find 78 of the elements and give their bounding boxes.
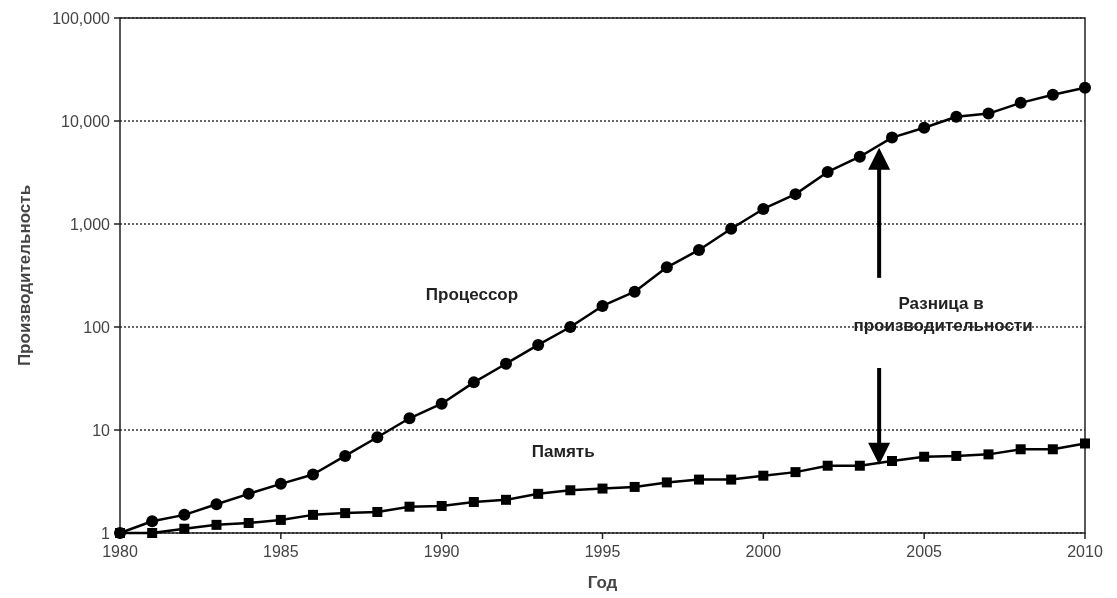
point — [403, 412, 416, 425]
point — [468, 496, 479, 507]
point — [758, 470, 769, 481]
point — [307, 468, 319, 481]
point — [789, 188, 802, 201]
point — [210, 498, 223, 511]
x-tick-label: 2005 — [906, 543, 943, 560]
point — [628, 285, 641, 298]
point — [725, 222, 738, 235]
x-tick-label: 1995 — [584, 543, 621, 560]
point — [501, 494, 511, 505]
point — [983, 449, 994, 460]
point — [951, 450, 962, 461]
point — [821, 165, 834, 178]
point — [564, 321, 577, 333]
point — [822, 460, 833, 471]
point — [436, 500, 447, 511]
point — [629, 481, 640, 492]
point — [853, 150, 866, 163]
point — [982, 107, 995, 120]
point — [243, 518, 254, 529]
point — [950, 110, 963, 123]
point — [919, 451, 930, 462]
annotation: Разница в производительности — [853, 293, 1033, 335]
point — [532, 338, 545, 351]
point — [660, 261, 673, 274]
point — [147, 528, 158, 538]
point — [435, 397, 448, 410]
point — [274, 477, 287, 490]
point — [178, 508, 191, 521]
point — [918, 121, 931, 134]
point — [693, 243, 705, 256]
point — [211, 519, 222, 530]
point — [1046, 88, 1059, 101]
point — [500, 357, 512, 370]
point — [1079, 81, 1091, 94]
point — [467, 376, 480, 389]
point — [565, 485, 576, 496]
y-tick-label: 1,000 — [69, 215, 111, 233]
y-tick-label: 100,000 — [52, 9, 111, 27]
point — [1015, 444, 1026, 455]
point — [275, 514, 286, 525]
point — [1080, 438, 1090, 449]
point — [694, 474, 704, 485]
point — [790, 467, 801, 478]
y-axis-title: Производительность — [15, 184, 34, 367]
series-label: Память — [531, 441, 595, 461]
point — [242, 487, 255, 500]
point — [1014, 96, 1027, 109]
point — [179, 523, 190, 534]
point — [661, 477, 672, 488]
point — [146, 515, 159, 528]
text: Процессор — [425, 284, 519, 304]
point — [533, 488, 544, 499]
point — [340, 508, 351, 519]
x-axis-title: Год — [587, 573, 618, 592]
x-tick-label: 2010 — [1067, 543, 1103, 560]
point — [372, 506, 383, 517]
y-tick-label: 1 — [101, 524, 111, 542]
x-tick-label: 2000 — [745, 543, 782, 560]
point — [404, 501, 415, 512]
x-tick-label: 1980 — [102, 543, 138, 560]
point — [726, 474, 737, 485]
point — [757, 202, 770, 215]
point — [886, 131, 898, 144]
point — [308, 509, 318, 520]
y-tick-label: 10 — [92, 421, 111, 439]
point — [371, 431, 384, 444]
x-tick-label: 1985 — [263, 543, 299, 560]
point — [854, 460, 865, 471]
point — [596, 299, 609, 312]
y-tick-label: 100 — [83, 318, 111, 336]
x-tick-label: 1990 — [423, 543, 460, 560]
point — [597, 483, 608, 494]
point — [339, 449, 352, 462]
y-tick-label: 10,000 — [61, 112, 111, 130]
point — [887, 456, 897, 467]
point — [1047, 444, 1058, 455]
